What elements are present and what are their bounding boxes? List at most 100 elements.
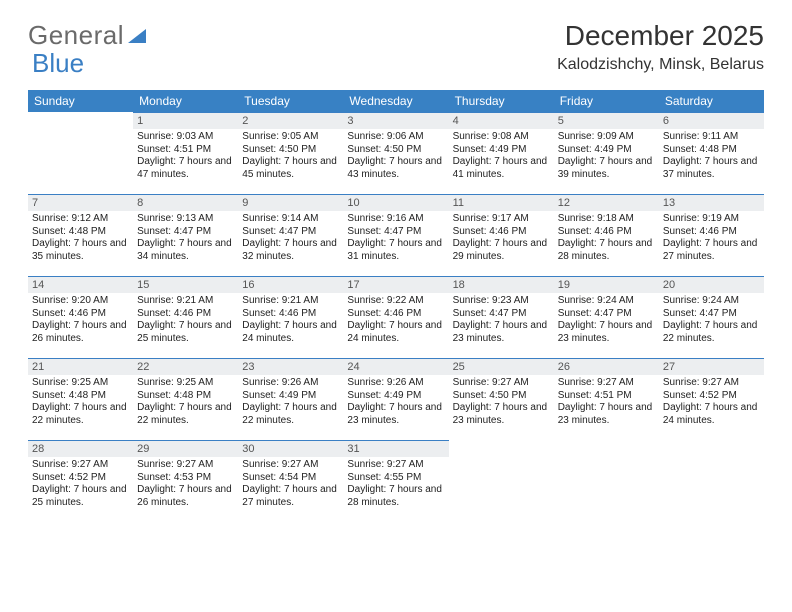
daylight-line: Daylight: 7 hours and 27 minutes. — [663, 238, 760, 263]
calendar-day-cell: 4Sunrise: 9:08 AMSunset: 4:49 PMDaylight… — [449, 112, 554, 194]
day-number: 8 — [133, 194, 238, 211]
daylight-line: Daylight: 7 hours and 22 minutes. — [137, 402, 234, 427]
sunset-line: Sunset: 4:46 PM — [137, 308, 234, 321]
day-number: 31 — [343, 440, 448, 457]
calendar-day-cell: 13 Sunrise: 9:19 AMSunset: 4:46 PMDayligh… — [659, 194, 764, 276]
sunrise-line: Sunrise: 9:27 AM — [137, 459, 234, 472]
calendar-day-cell: 25Sunrise: 9:27 AMSunset: 4:50 PMDayligh… — [449, 358, 554, 440]
sunrise-line: Sunrise: 9:27 AM — [32, 459, 129, 472]
sunset-line: Sunset: 4:54 PM — [242, 472, 339, 485]
daylight-line: Daylight: 7 hours and 26 minutes. — [137, 484, 234, 509]
day-number: 28 — [28, 440, 133, 457]
calendar-day-cell: 29Sunrise: 9:27 AMSunset: 4:53 PMDayligh… — [133, 440, 238, 522]
day-number: 2 — [238, 112, 343, 129]
daylight-line: Daylight: 7 hours and 22 minutes. — [663, 320, 760, 345]
sunset-line: Sunset: 4:46 PM — [32, 308, 129, 321]
sunset-line: Sunset: 4:51 PM — [137, 144, 234, 157]
daylight-line: Daylight: 7 hours and 24 minutes. — [663, 402, 760, 427]
calendar-day-cell — [28, 112, 133, 194]
day-number: 22 — [133, 358, 238, 375]
sunrise-line: Sunrise: 9:12 AM — [32, 213, 129, 226]
weekday-thursday: Thursday — [449, 90, 554, 112]
calendar-day-cell: 31Sunrise: 9:27 AMSunset: 4:55 PMDayligh… — [343, 440, 448, 522]
sunrise-line: Sunrise: 9:27 AM — [242, 459, 339, 472]
daylight-line: Daylight: 7 hours and 31 minutes. — [347, 238, 444, 263]
logo: General — [28, 20, 146, 51]
day-number: 1 — [133, 112, 238, 129]
sunset-line: Sunset: 4:53 PM — [137, 472, 234, 485]
sunset-line: Sunset: 4:47 PM — [347, 226, 444, 239]
calendar-table: Sunday Monday Tuesday Wednesday Thursday… — [28, 90, 764, 522]
daylight-line: Daylight: 7 hours and 43 minutes. — [347, 156, 444, 181]
calendar-day-cell: 11Sunrise: 9:17 AMSunset: 4:46 PMDayligh… — [449, 194, 554, 276]
calendar-day-cell: 19Sunrise: 9:24 AMSunset: 4:47 PMDayligh… — [554, 276, 659, 358]
sunrise-line: Sunrise: 9:23 AM — [453, 295, 550, 308]
title-block: December 2025 Kalodzishchy, Minsk, Belar… — [557, 20, 764, 74]
sunset-line: Sunset: 4:48 PM — [137, 390, 234, 403]
calendar-day-cell — [659, 440, 764, 522]
sunset-line: Sunset: 4:49 PM — [558, 144, 655, 157]
sunset-line: Sunset: 4:47 PM — [663, 308, 760, 321]
sunrise-line: Sunrise: 9:26 AM — [242, 377, 339, 390]
calendar-week-row: 28Sunrise: 9:27 AMSunset: 4:52 PMDayligh… — [28, 440, 764, 522]
calendar-day-cell: 7Sunrise: 9:12 AMSunset: 4:48 PMDaylight… — [28, 194, 133, 276]
sunset-line: Sunset: 4:48 PM — [663, 144, 760, 157]
daylight-line: Daylight: 7 hours and 24 minutes. — [347, 320, 444, 345]
sunrise-line: Sunrise: 9:13 AM — [137, 213, 234, 226]
sunset-line: Sunset: 4:49 PM — [453, 144, 550, 157]
calendar-day-cell: 8Sunrise: 9:13 AMSunset: 4:47 PMDaylight… — [133, 194, 238, 276]
sunset-line: Sunset: 4:46 PM — [347, 308, 444, 321]
daylight-line: Daylight: 7 hours and 23 minutes. — [558, 402, 655, 427]
sunset-line: Sunset: 4:47 PM — [242, 226, 339, 239]
sunset-line: Sunset: 4:52 PM — [32, 472, 129, 485]
sunrise-line: Sunrise: 9:25 AM — [137, 377, 234, 390]
calendar-day-cell: 20Sunrise: 9:24 AMSunset: 4:47 PMDayligh… — [659, 276, 764, 358]
calendar-day-cell: 2Sunrise: 9:05 AMSunset: 4:50 PMDaylight… — [238, 112, 343, 194]
calendar-day-cell: 16Sunrise: 9:21 AMSunset: 4:46 PMDayligh… — [238, 276, 343, 358]
daylight-line: Daylight: 7 hours and 23 minutes. — [453, 402, 550, 427]
logo-text-blue: Blue — [32, 48, 84, 79]
weekday-saturday: Saturday — [659, 90, 764, 112]
daylight-line: Daylight: 7 hours and 47 minutes. — [137, 156, 234, 181]
sunrise-line: Sunrise: 9:19 AM — [663, 213, 760, 226]
day-number: 9 — [238, 194, 343, 211]
sunset-line: Sunset: 4:46 PM — [663, 226, 760, 239]
calendar-week-row: 1Sunrise: 9:03 AMSunset: 4:51 PMDaylight… — [28, 112, 764, 194]
daylight-line: Daylight: 7 hours and 25 minutes. — [137, 320, 234, 345]
daylight-line: Daylight: 7 hours and 39 minutes. — [558, 156, 655, 181]
daylight-line: Daylight: 7 hours and 22 minutes. — [242, 402, 339, 427]
day-number: 24 — [343, 358, 448, 375]
sunset-line: Sunset: 4:55 PM — [347, 472, 444, 485]
day-number: 20 — [659, 276, 764, 293]
weekday-monday: Monday — [133, 90, 238, 112]
daylight-line: Daylight: 7 hours and 28 minutes. — [347, 484, 444, 509]
sunrise-line: Sunrise: 9:27 AM — [558, 377, 655, 390]
sunset-line: Sunset: 4:49 PM — [242, 390, 339, 403]
day-number: 6 — [659, 112, 764, 129]
day-number: 13 — [659, 194, 764, 211]
day-number: 4 — [449, 112, 554, 129]
day-number: 16 — [238, 276, 343, 293]
calendar-day-cell: 17Sunrise: 9:22 AMSunset: 4:46 PMDayligh… — [343, 276, 448, 358]
calendar-day-cell: 3Sunrise: 9:06 AMSunset: 4:50 PMDaylight… — [343, 112, 448, 194]
daylight-line: Daylight: 7 hours and 26 minutes. — [32, 320, 129, 345]
calendar-day-cell: 1Sunrise: 9:03 AMSunset: 4:51 PMDaylight… — [133, 112, 238, 194]
sunset-line: Sunset: 4:46 PM — [242, 308, 339, 321]
sunset-line: Sunset: 4:47 PM — [137, 226, 234, 239]
calendar-day-cell: 21Sunrise: 9:25 AMSunset: 4:48 PMDayligh… — [28, 358, 133, 440]
calendar-day-cell — [554, 440, 659, 522]
calendar-day-cell: 9Sunrise: 9:14 AMSunset: 4:47 PMDaylight… — [238, 194, 343, 276]
day-number: 15 — [133, 276, 238, 293]
location: Kalodzishchy, Minsk, Belarus — [557, 56, 764, 74]
day-number: 18 — [449, 276, 554, 293]
daylight-line: Daylight: 7 hours and 23 minutes. — [347, 402, 444, 427]
sunset-line: Sunset: 4:46 PM — [453, 226, 550, 239]
calendar-day-cell: 22 Sunrise: 9:25 AMSunset: 4:48 PMDayligh… — [133, 358, 238, 440]
sunrise-line: Sunrise: 9:11 AM — [663, 131, 760, 144]
daylight-line: Daylight: 7 hours and 23 minutes. — [558, 320, 655, 345]
sunrise-line: Sunrise: 9:20 AM — [32, 295, 129, 308]
calendar-week-row: 7Sunrise: 9:12 AMSunset: 4:48 PMDaylight… — [28, 194, 764, 276]
sunset-line: Sunset: 4:50 PM — [347, 144, 444, 157]
calendar-day-cell: 27Sunrise: 9:27 AMSunset: 4:52 PMDayligh… — [659, 358, 764, 440]
sunset-line: Sunset: 4:47 PM — [558, 308, 655, 321]
